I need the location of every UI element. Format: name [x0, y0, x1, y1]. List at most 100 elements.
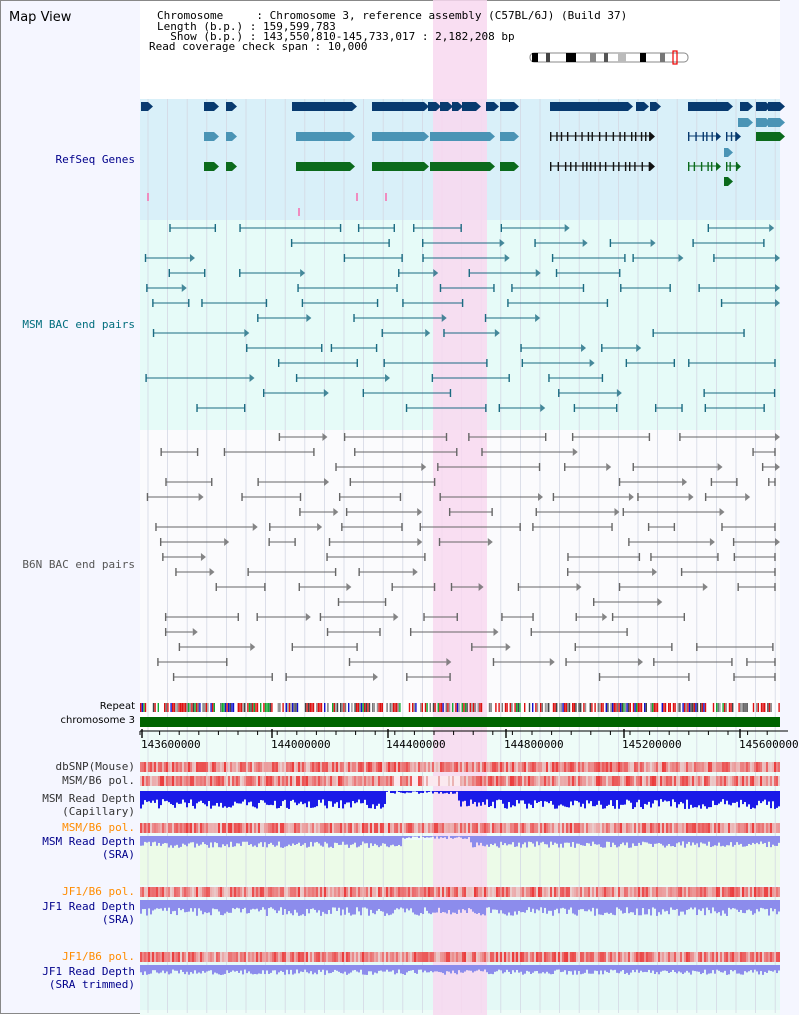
depth-bar — [146, 836, 148, 843]
depth-bar — [364, 836, 366, 844]
depth-bar — [552, 791, 554, 805]
track-label-msm-depth-capillary[interactable]: MSM Read Depth — [42, 792, 135, 805]
track-label-msm-bac[interactable]: MSM BAC end pairs — [22, 318, 135, 331]
pol-cell — [722, 887, 724, 897]
pol-cell — [594, 823, 596, 833]
pol-cell — [638, 887, 640, 897]
pol-cell — [482, 776, 484, 786]
pol-cell — [244, 762, 246, 772]
pol-cell — [262, 952, 264, 962]
pol-cell — [180, 952, 182, 962]
pol-cell — [752, 887, 754, 897]
depth-bar — [274, 900, 276, 911]
pol-cell — [342, 887, 344, 897]
pol-cell — [530, 776, 532, 786]
repeat-mark — [575, 703, 577, 712]
pol-cell — [320, 823, 322, 833]
depth-bar — [748, 836, 750, 844]
depth-bar — [254, 791, 256, 808]
repeat-mark — [344, 703, 347, 712]
track-label-jf1-depth-trimmed[interactable]: JF1 Read Depth — [42, 965, 135, 978]
pol-cell — [640, 952, 642, 962]
depth-bar — [208, 900, 210, 913]
depth-bar — [586, 791, 588, 801]
depth-bar — [546, 965, 548, 972]
gene-block — [688, 102, 728, 111]
depth-bar — [594, 900, 596, 916]
depth-bar — [708, 836, 710, 842]
pol-cell — [534, 952, 536, 962]
pol-cell — [350, 762, 352, 772]
repeat-mark — [231, 703, 233, 712]
depth-bar — [776, 836, 778, 846]
pol-cell — [456, 776, 458, 786]
pol-cell — [614, 823, 616, 833]
pol-cell — [720, 887, 722, 897]
depth-bar — [264, 836, 266, 843]
pol-cell — [482, 952, 484, 962]
pol-cell — [422, 776, 424, 786]
pol-cell — [566, 952, 568, 962]
depth-bar — [296, 965, 298, 970]
pol-cell — [460, 776, 462, 786]
pol-cell — [362, 952, 364, 962]
pol-cell — [726, 776, 728, 786]
track-label-jf1-b6-pol[interactable]: JF1/B6 pol. — [62, 885, 135, 898]
pol-cell — [216, 776, 218, 786]
track-label-jf1-depth-sra[interactable]: JF1 Read Depth — [42, 900, 135, 913]
depth-bar — [308, 836, 310, 847]
pol-cell — [516, 952, 518, 962]
depth-bar — [666, 900, 668, 911]
depth-bar — [222, 791, 224, 808]
pol-cell — [520, 823, 522, 833]
pol-cell — [334, 823, 336, 833]
track-label-refseq[interactable]: RefSeq Genes — [55, 153, 135, 166]
depth-bar — [538, 791, 540, 802]
pol-cell — [420, 776, 422, 786]
pol-cell — [220, 823, 222, 833]
axis-tick-label: 144800000 — [504, 738, 564, 751]
depth-bar — [628, 965, 630, 975]
repeat-mark — [394, 703, 396, 712]
pol-cell — [292, 887, 294, 897]
pol-cell — [162, 776, 164, 786]
depth-bar — [274, 836, 276, 847]
track-label-b6n-bac[interactable]: B6N BAC end pairs — [22, 558, 135, 571]
track-label-jf1-b6-pol-2[interactable]: JF1/B6 pol. — [62, 950, 135, 963]
pol-cell — [362, 887, 364, 897]
track-label-msm-depth-sra[interactable]: MSM Read Depth — [42, 835, 135, 848]
track-label-msm-b6-pol[interactable]: MSM/B6 pol. — [62, 774, 135, 787]
b6n-bac-arrow — [702, 583, 708, 591]
pol-cell — [748, 887, 750, 897]
gene-arrow — [448, 102, 453, 111]
depth-bar — [662, 791, 664, 802]
repeat-mark — [464, 703, 467, 712]
pol-cell — [430, 776, 432, 786]
pol-cell — [760, 952, 762, 962]
track-label-dbsnp[interactable]: dbSNP(Mouse) — [55, 760, 135, 773]
pol-cell — [338, 762, 340, 772]
pol-cell — [758, 952, 760, 962]
pol-cell — [482, 823, 484, 833]
depth-bar — [526, 791, 528, 809]
gene-arrow — [716, 162, 721, 171]
pol-cell — [648, 776, 650, 786]
depth-bar — [434, 965, 436, 972]
depth-bar — [676, 900, 678, 909]
depth-bar — [486, 965, 488, 973]
pol-cell — [318, 887, 320, 897]
repeat-mark — [271, 703, 273, 712]
depth-bar — [302, 900, 304, 915]
track-label-msm-b6-pol-2[interactable]: MSM/B6 pol. — [62, 821, 135, 834]
pol-cell — [232, 823, 234, 833]
pol-cell — [552, 887, 554, 897]
pol-cell — [726, 823, 728, 833]
pol-cell — [474, 952, 476, 962]
pol-cell — [664, 823, 666, 833]
pol-cell — [556, 887, 558, 897]
depth-bar — [168, 965, 170, 975]
pol-cell — [168, 823, 170, 833]
pol-cell — [286, 887, 288, 897]
pol-cell — [288, 887, 290, 897]
depth-bar — [582, 965, 584, 974]
